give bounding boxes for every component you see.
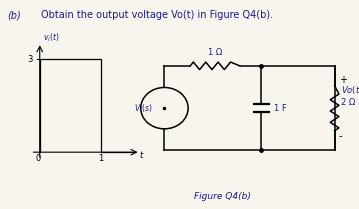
Text: Obtain the output voltage Vo(t) in Figure Q4(b).: Obtain the output voltage Vo(t) in Figur… (41, 10, 274, 20)
Text: $Vo(t)$: $Vo(t)$ (341, 84, 359, 96)
Text: 1 F: 1 F (274, 104, 287, 113)
Text: (b): (b) (7, 10, 21, 20)
Text: 3: 3 (27, 55, 32, 64)
Text: 0: 0 (36, 154, 41, 163)
Text: +: + (339, 75, 347, 85)
Text: $t$: $t$ (139, 149, 145, 160)
Text: $Vi(s)$: $Vi(s)$ (134, 102, 153, 114)
Text: $v_i(t)$: $v_i(t)$ (43, 31, 59, 44)
Text: 1 Ω: 1 Ω (208, 48, 222, 57)
Text: -: - (339, 131, 342, 141)
Text: 2 Ω: 2 Ω (341, 98, 355, 107)
Text: 1: 1 (98, 154, 103, 163)
Text: Figure Q4(b): Figure Q4(b) (194, 192, 251, 201)
